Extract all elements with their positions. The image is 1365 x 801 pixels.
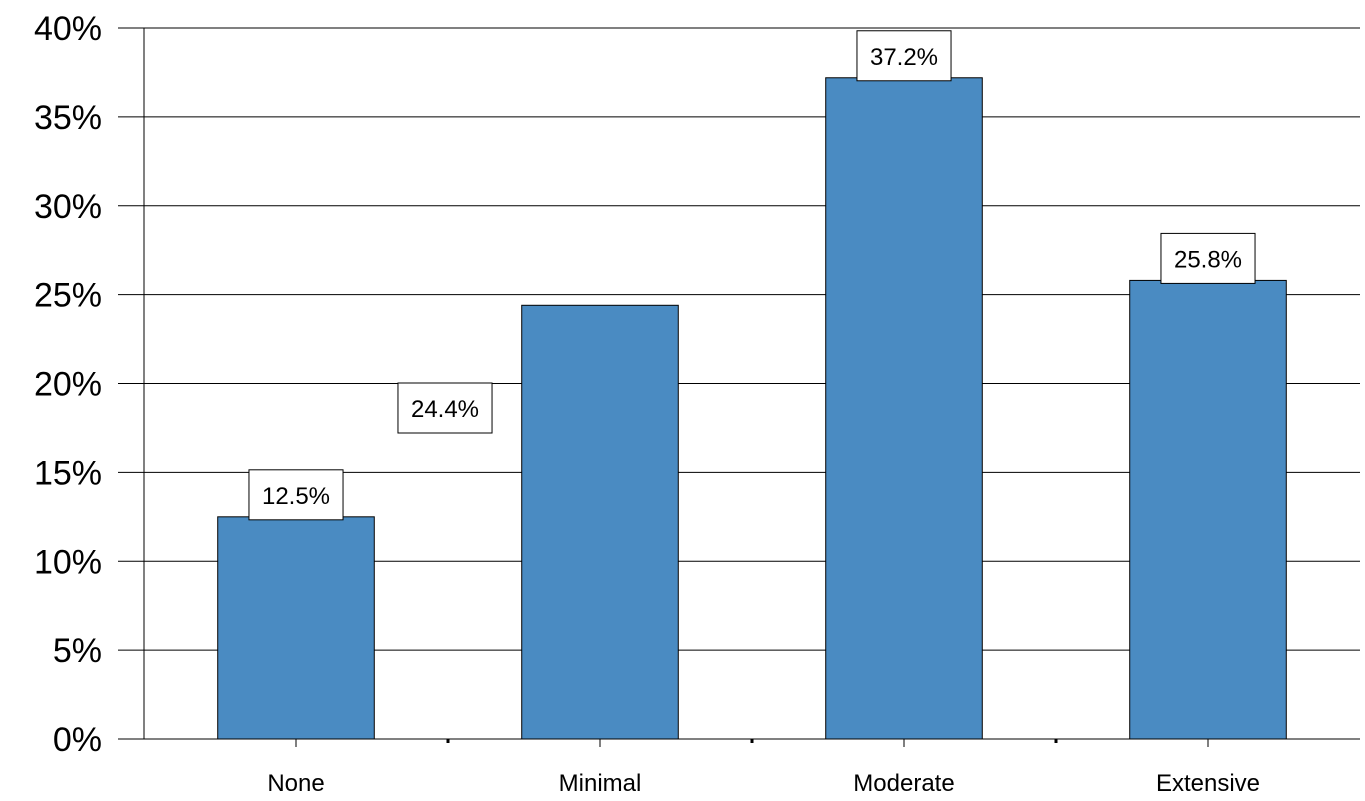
data-label: 24.4% [411, 396, 479, 423]
y-tick-label: 0% [53, 721, 102, 759]
bar-none [217, 516, 375, 740]
y-tick-label: 15% [34, 454, 102, 492]
y-tick-label: 25% [34, 277, 102, 315]
x-category-label: Moderate [853, 770, 954, 797]
x-category-label: Minimal [559, 770, 642, 797]
x-category-separator [1054, 739, 1058, 743]
bar-moderate [825, 77, 983, 740]
y-tick-label: 5% [53, 632, 102, 670]
y-tick-label: 35% [34, 99, 102, 137]
bar-minimal [521, 304, 679, 740]
bar-extensive [1129, 279, 1287, 740]
data-label-box [248, 469, 344, 521]
y-tick-label: 30% [34, 188, 102, 226]
data-label: 12.5% [262, 483, 330, 510]
x-category-label: None [267, 770, 324, 797]
x-axis-categories: None Minimal Moderate Extensive [267, 739, 1260, 797]
y-tick-label: 40% [34, 10, 102, 48]
data-labels: 12.5% 24.4% 37.2% 25.8% [248, 30, 1256, 521]
x-category-label: Extensive [1156, 770, 1260, 797]
data-label: 37.2% [870, 44, 938, 71]
data-label-box [1160, 232, 1256, 284]
y-tick-label: 10% [34, 543, 102, 581]
x-category-separator [446, 739, 450, 743]
bars [217, 77, 1287, 740]
y-tick-label: 20% [34, 366, 102, 404]
data-label: 25.8% [1174, 246, 1242, 273]
data-label-box [397, 382, 493, 434]
data-label-box [856, 30, 952, 82]
y-axis-ticks: 0% 5% 10% 15% 20% 25% 30% 35% 40% [34, 10, 144, 759]
x-category-separator [750, 739, 754, 743]
